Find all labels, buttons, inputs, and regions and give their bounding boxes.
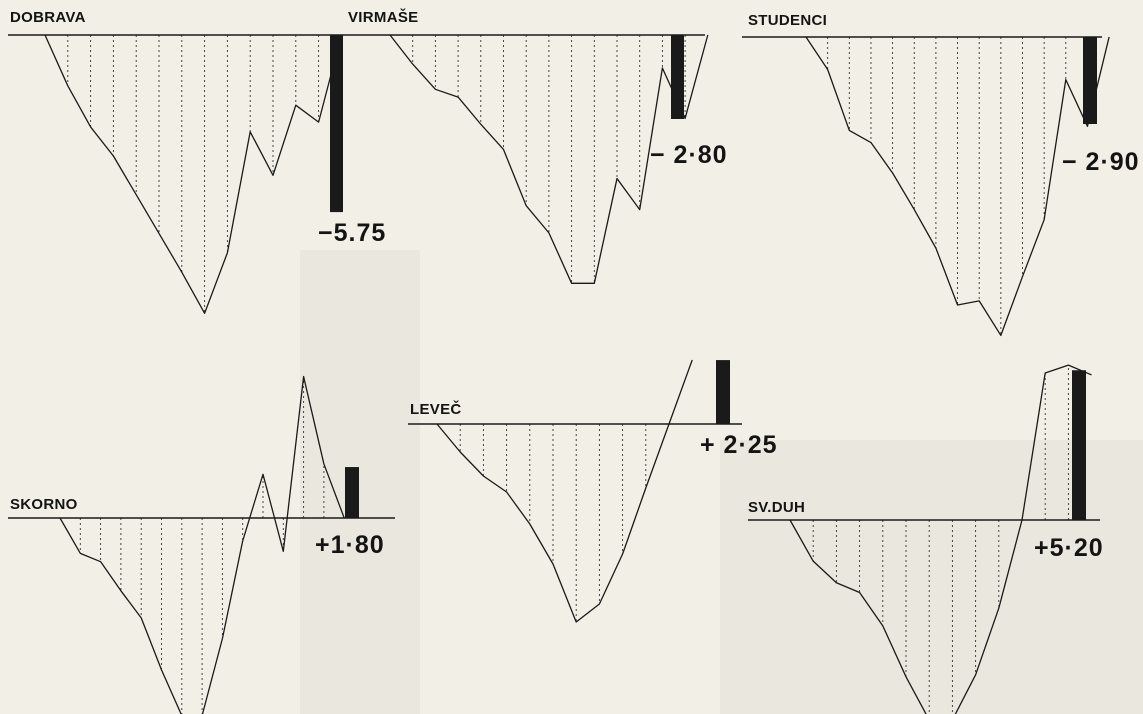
balance-bar-sv-duh <box>1072 370 1086 520</box>
scan-background-block <box>300 250 420 714</box>
balance-bar-skorno <box>345 467 359 518</box>
value-label-levec: + 2·25 <box>700 431 778 459</box>
station-label-studenci: STUDENCI <box>748 12 827 29</box>
curve-dobrava <box>44 34 343 314</box>
value-label-dobrava: −5.75 <box>318 219 386 247</box>
balance-bar-leve <box>716 360 730 424</box>
panel-levec: LEVEČ + 2·25 <box>408 359 778 623</box>
panel-skorno: SKORNO +1·80 <box>8 375 395 714</box>
value-label-studenci: − 2·90 <box>1062 148 1140 176</box>
curve-sv-duh <box>789 364 1092 714</box>
curve-skorno <box>59 375 345 714</box>
station-label-sv-duh: SV.DUH <box>748 499 805 516</box>
value-label-skorno: +1·80 <box>315 531 385 559</box>
curve-leve <box>436 359 693 623</box>
station-label-virmase: VIRMAŠE <box>348 8 418 26</box>
panel-dobrava: DOBRAVA −5.75 <box>8 9 386 314</box>
balance-bar-dobrava <box>330 35 343 213</box>
panel-studenci: STUDENCI − 2·90 <box>742 12 1140 337</box>
panel-virmase: VIRMAŠE − 2·80 <box>345 8 728 284</box>
curve-virma-e <box>389 34 709 284</box>
balance-bar-studenci <box>1083 37 1097 124</box>
panel-sv-duh: SV.DUH +5·20 <box>748 364 1104 714</box>
value-label-virmase: − 2·80 <box>650 141 728 169</box>
station-label-levec: LEVEČ <box>410 400 462 418</box>
curve-studenci <box>805 36 1110 337</box>
balance-bar-virma-e <box>671 35 684 119</box>
station-label-dobrava: DOBRAVA <box>10 9 86 26</box>
station-label-skorno: SKORNO <box>10 496 78 513</box>
value-label-sv-duh: +5·20 <box>1034 534 1104 562</box>
